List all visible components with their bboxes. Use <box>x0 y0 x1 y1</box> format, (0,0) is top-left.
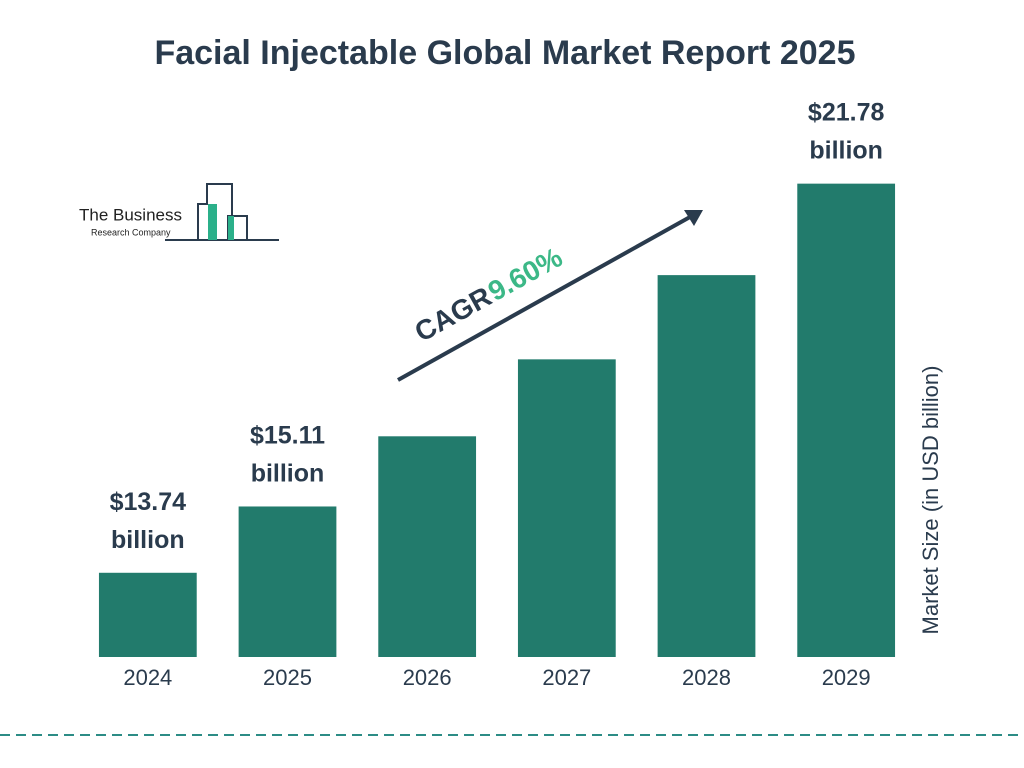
x-tick-label: 2026 <box>403 665 452 690</box>
logo-bar <box>208 204 217 240</box>
x-tick-label: 2028 <box>682 665 731 690</box>
logo-line1: The Business <box>79 205 182 224</box>
bar <box>378 436 477 657</box>
value-label: $13.74 billion <box>110 487 187 553</box>
x-tick-label: 2025 <box>263 665 312 690</box>
chart-title: Facial Injectable Global Market Report 2… <box>154 34 855 72</box>
x-tick-label: 2027 <box>542 665 591 690</box>
bar <box>797 183 896 657</box>
cagr-label: CAGR <box>409 281 496 348</box>
cagr-value: 9.60% <box>483 241 568 307</box>
logo-outline <box>165 183 279 241</box>
value-label: $21.78 billion <box>808 98 885 164</box>
bar <box>517 359 616 657</box>
bar <box>238 506 337 657</box>
x-tick-label: 2024 <box>123 665 172 690</box>
value-label: $15.11 billion <box>250 421 325 487</box>
x-tick-label: 2029 <box>822 665 871 690</box>
logo: The Business Research Company <box>79 183 279 241</box>
logo-bar <box>228 216 234 240</box>
cagr-arrowhead <box>684 210 703 226</box>
y-axis-label: Market Size (in USD billion) <box>918 366 943 635</box>
bar <box>98 572 197 657</box>
cagr-arrow <box>397 215 691 382</box>
bar <box>657 275 756 657</box>
logo-line2: Research Company <box>91 227 171 237</box>
